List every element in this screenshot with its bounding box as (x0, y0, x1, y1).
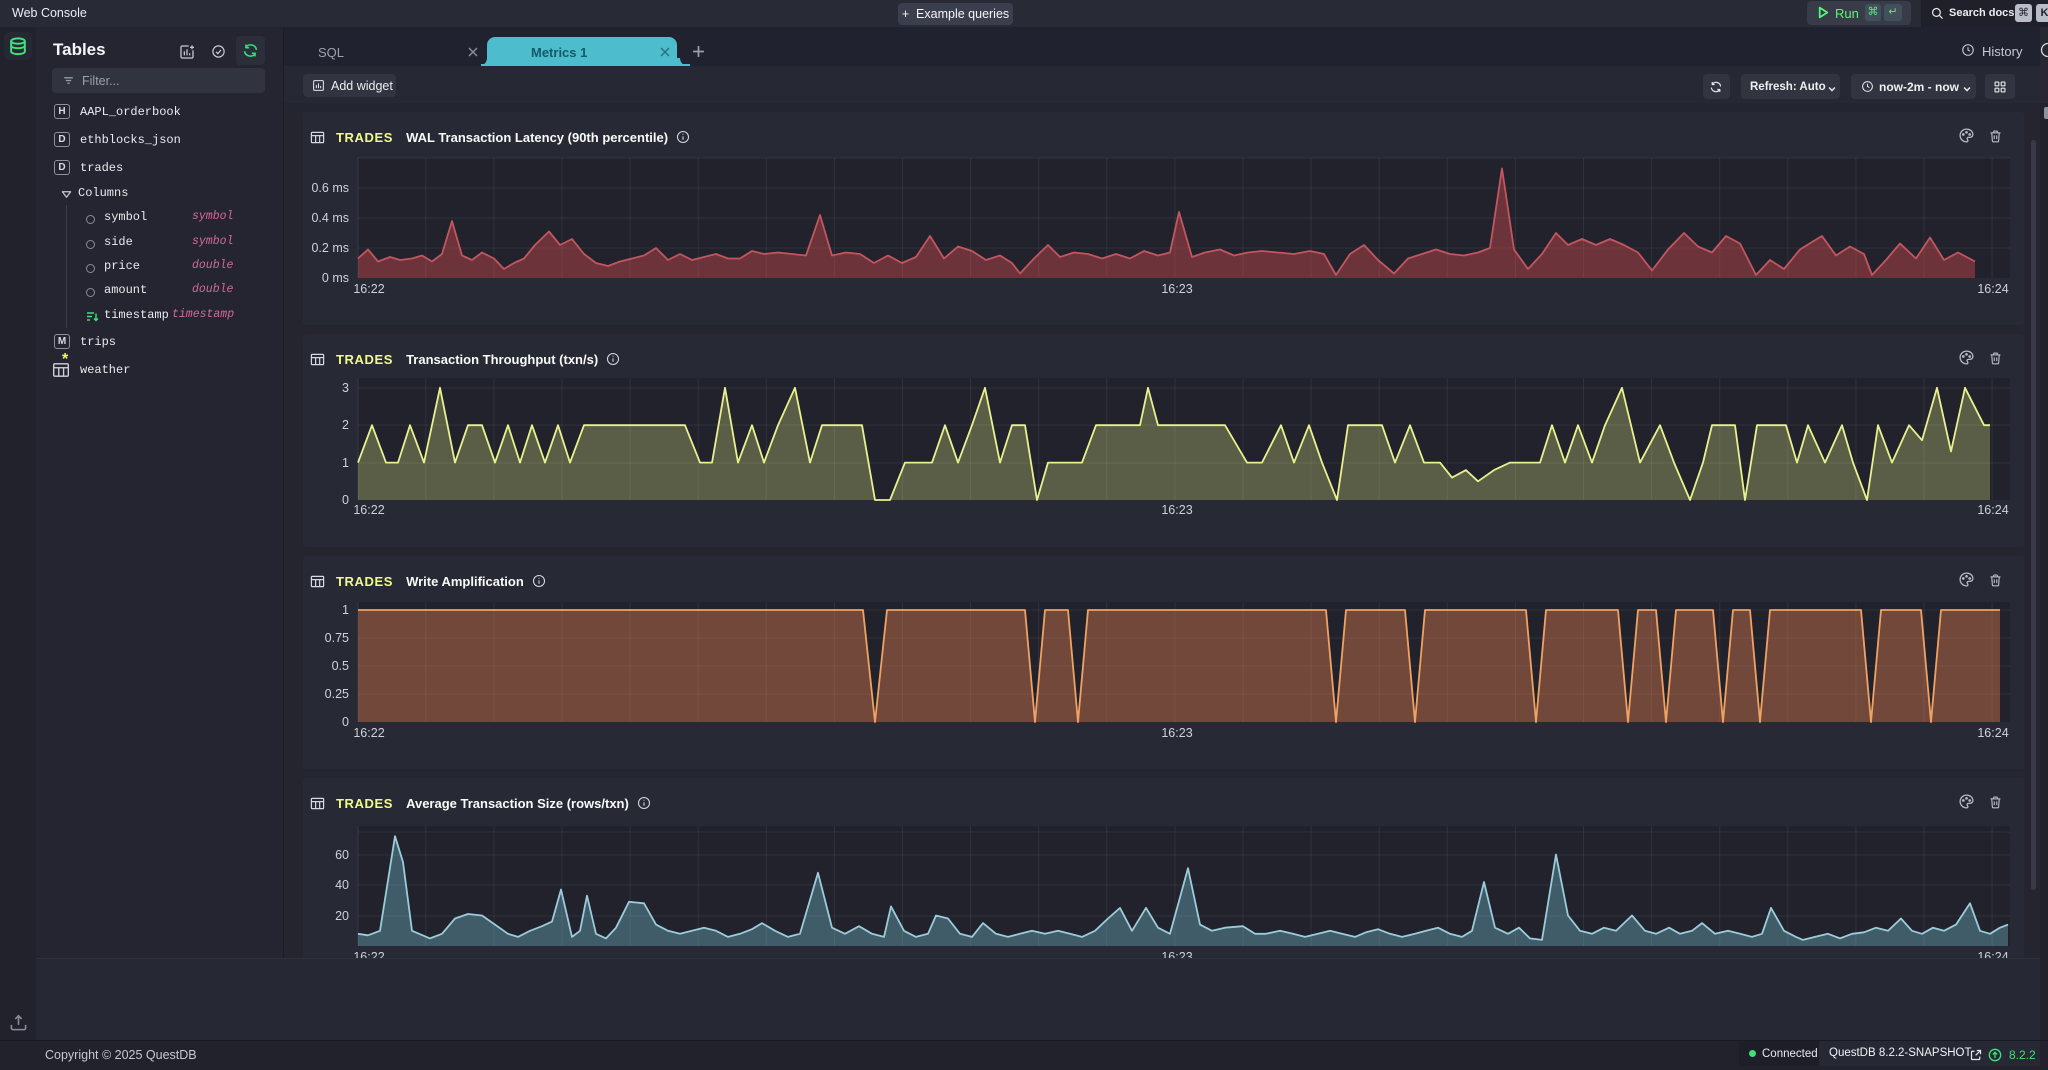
svg-text:16:23: 16:23 (1161, 503, 1192, 517)
svg-text:16:22: 16:22 (353, 726, 384, 740)
svg-text:16:23: 16:23 (1161, 282, 1192, 296)
svg-text:20: 20 (335, 909, 349, 923)
svg-text:1: 1 (342, 603, 349, 617)
svg-text:0.25: 0.25 (325, 687, 349, 701)
svg-text:40: 40 (335, 878, 349, 892)
svg-text:2: 2 (342, 418, 349, 432)
svg-text:0.4 ms: 0.4 ms (311, 211, 349, 225)
svg-text:60: 60 (335, 848, 349, 862)
svg-text:3: 3 (342, 381, 349, 395)
svg-text:0.5: 0.5 (332, 659, 349, 673)
svg-text:0.2 ms: 0.2 ms (311, 241, 349, 255)
svg-text:16:23: 16:23 (1161, 726, 1192, 740)
svg-text:0.6 ms: 0.6 ms (311, 181, 349, 195)
svg-text:0: 0 (342, 715, 349, 729)
svg-text:16:24: 16:24 (1977, 282, 2008, 296)
svg-text:16:24: 16:24 (1977, 726, 2008, 740)
svg-text:0: 0 (342, 493, 349, 507)
svg-text:1: 1 (342, 456, 349, 470)
svg-text:0 ms: 0 ms (322, 271, 349, 285)
svg-text:16:22: 16:22 (353, 503, 384, 517)
svg-text:16:22: 16:22 (353, 282, 384, 296)
svg-text:0.75: 0.75 (325, 631, 349, 645)
svg-text:16:24: 16:24 (1977, 503, 2008, 517)
